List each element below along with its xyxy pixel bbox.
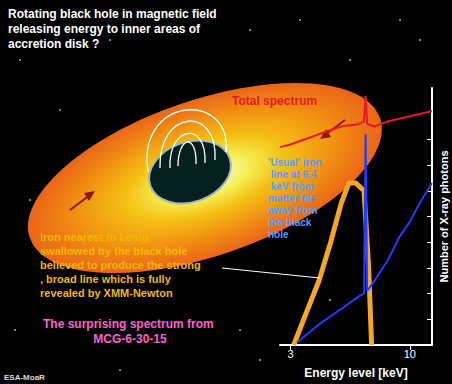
svg-text:matter far: matter far (268, 193, 317, 204)
svg-text:swallowed by the black hole: swallowed by the black hole (40, 245, 190, 257)
svg-text:line at 6.4: line at 6.4 (268, 169, 317, 180)
svg-text:the black: the black (268, 217, 314, 228)
svg-text:revealed by XMM-Newton: revealed by XMM-Newton (40, 287, 173, 299)
svg-text:ESA-MoaR: ESA-MoaR (4, 373, 45, 382)
svg-text:keV from: keV from (268, 181, 316, 192)
svg-text:Total spectrum: Total spectrum (232, 94, 317, 108)
svg-text:Energy level [keV]: Energy level [keV] (304, 366, 407, 380)
svg-text:MCG-6-30-15: MCG-6-30-15 (93, 332, 167, 346)
svg-text:Rotating black hole in magneti: Rotating black hole in magnetic field (8, 7, 220, 21)
svg-text:10: 10 (404, 348, 416, 360)
svg-text:, broad line which is fully: , broad line which is fully (40, 273, 174, 285)
svg-text:away from: away from (268, 205, 320, 216)
svg-text:Number of X-ray photons: Number of X-ray photons (438, 150, 450, 282)
svg-text:'Usual' iron: 'Usual' iron (268, 157, 322, 168)
svg-text:Iron nearest to being: Iron nearest to being (40, 231, 152, 243)
svg-text:releasing energy to inner area: releasing energy to inner areas of (8, 22, 203, 36)
svg-text:The surprising spectrum from: The surprising spectrum from (43, 317, 217, 331)
svg-text:3: 3 (287, 348, 293, 360)
svg-text:believed to produce the strong: believed to produce the strong (40, 259, 201, 271)
svg-text:hole: hole (268, 229, 289, 240)
svg-text:accretion disk ?: accretion disk ? (8, 37, 99, 51)
